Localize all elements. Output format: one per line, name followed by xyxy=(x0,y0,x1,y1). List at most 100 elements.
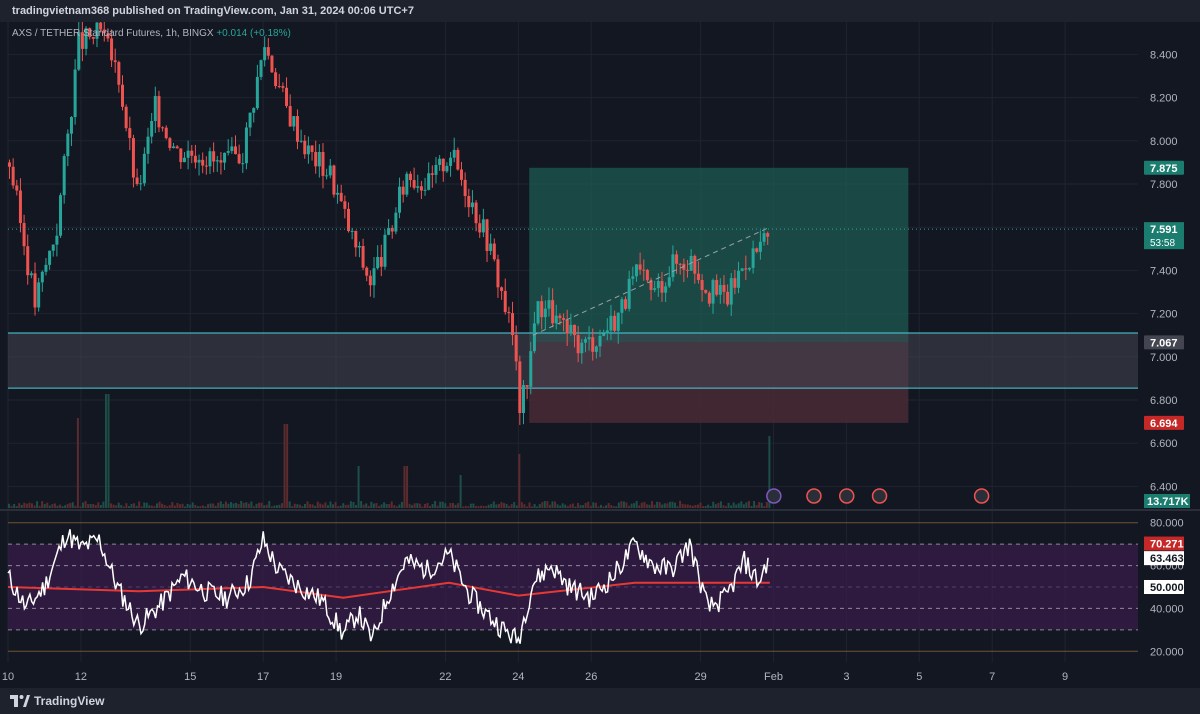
volume-bar xyxy=(707,504,710,508)
volume-bar xyxy=(431,504,434,508)
stop-price-label: 6.694 xyxy=(1150,418,1178,430)
candle-body xyxy=(357,245,361,248)
volume-bar xyxy=(533,504,536,508)
volume-bar xyxy=(543,500,546,508)
volume-bar xyxy=(81,502,84,508)
volume-bar xyxy=(482,505,485,508)
volume-bar xyxy=(150,505,153,508)
volume-bar xyxy=(245,502,248,508)
candle-body xyxy=(106,33,110,39)
candle-body xyxy=(452,149,456,158)
candle-body xyxy=(492,243,496,260)
volume-bar xyxy=(421,506,424,508)
candle-body xyxy=(321,152,325,176)
volume-bar xyxy=(485,505,488,508)
volume-bar xyxy=(594,502,597,508)
volume-bar xyxy=(117,502,120,508)
volume-bar xyxy=(291,506,294,508)
candle-body xyxy=(110,38,114,61)
candle-body xyxy=(624,299,628,309)
time-tick-label: Feb xyxy=(764,671,783,683)
volume-bar xyxy=(753,500,756,508)
candle-body xyxy=(664,286,668,293)
volume-bar xyxy=(503,503,506,508)
candle-body xyxy=(667,277,671,287)
price-tick-label: 6.600 xyxy=(1150,438,1178,450)
volume-bar xyxy=(321,504,324,508)
candle-body xyxy=(376,257,380,269)
chart-canvas[interactable]: 8.4008.2008.0007.8007.6007.4007.2007.000… xyxy=(0,22,1200,688)
volume-bar xyxy=(263,505,266,508)
volume-bar xyxy=(531,506,534,508)
volume-bar xyxy=(446,506,449,508)
candle-body xyxy=(470,202,474,208)
footer-brand[interactable]: TradingView xyxy=(34,694,105,708)
countdown-label: 53:58 xyxy=(1150,238,1175,249)
candle-body xyxy=(277,86,281,88)
volume-bar xyxy=(451,502,454,508)
candle-body xyxy=(423,189,427,191)
candle-body xyxy=(445,165,449,172)
volume-bar xyxy=(515,505,518,508)
volume-bar xyxy=(599,504,602,508)
candle-body xyxy=(642,269,646,271)
volume-bar xyxy=(339,505,342,508)
tradingview-logo-icon[interactable] xyxy=(10,693,30,709)
candle-body xyxy=(310,145,314,152)
candle-body xyxy=(161,127,165,129)
candle-body xyxy=(573,324,576,336)
candle-body xyxy=(405,173,409,195)
volume-bar xyxy=(615,506,618,508)
candle-body xyxy=(627,278,631,309)
volume-bar xyxy=(204,506,207,508)
candle-body xyxy=(390,228,394,232)
stop-price-label-bg xyxy=(1144,415,1184,430)
volume-bar xyxy=(281,503,284,508)
volume-bar xyxy=(696,504,699,508)
volume-bar xyxy=(48,505,51,508)
time-tick-label: 19 xyxy=(330,671,342,683)
volume-bar xyxy=(408,503,411,508)
event-marker-icon xyxy=(838,488,855,504)
volume-bar xyxy=(610,505,613,508)
volume-bar xyxy=(668,501,671,508)
candle-body xyxy=(427,173,431,190)
volume-bar xyxy=(296,504,299,508)
candle-body xyxy=(460,169,463,180)
volume-bar xyxy=(541,502,544,508)
candle-body xyxy=(22,223,26,247)
rsi-ma-line xyxy=(7,581,770,599)
volume-bar xyxy=(508,505,511,508)
volume-bar xyxy=(513,502,516,508)
volume-bar xyxy=(237,504,240,508)
candle-body xyxy=(634,264,638,277)
volume-bar xyxy=(43,504,46,508)
candle-body xyxy=(350,230,354,232)
candle-body xyxy=(412,180,416,188)
volume-bar xyxy=(166,506,169,508)
candle-body xyxy=(266,47,270,56)
volume-bar xyxy=(219,501,222,508)
event-marker-icon xyxy=(973,488,990,504)
volume-bar xyxy=(747,500,750,508)
candle-body xyxy=(620,299,624,313)
last-price-label: 7.591 xyxy=(1150,224,1178,236)
candle-body xyxy=(755,248,759,252)
volume-bar xyxy=(41,501,44,508)
candle-body xyxy=(751,248,755,268)
candle-body xyxy=(135,177,139,184)
volume-bar xyxy=(74,505,77,508)
candle-body xyxy=(387,228,391,235)
candle-body xyxy=(95,22,99,39)
volume-bar xyxy=(352,502,355,508)
candle-body xyxy=(511,313,515,336)
volume-bar xyxy=(135,505,138,508)
volume-bar xyxy=(395,506,398,508)
candle-body xyxy=(361,245,365,268)
volume-bar xyxy=(454,504,457,508)
volume-bar xyxy=(23,502,26,508)
candle-body xyxy=(241,163,245,165)
volume-bar xyxy=(681,503,684,508)
volume-bar xyxy=(178,504,181,508)
candle-body xyxy=(605,330,609,334)
